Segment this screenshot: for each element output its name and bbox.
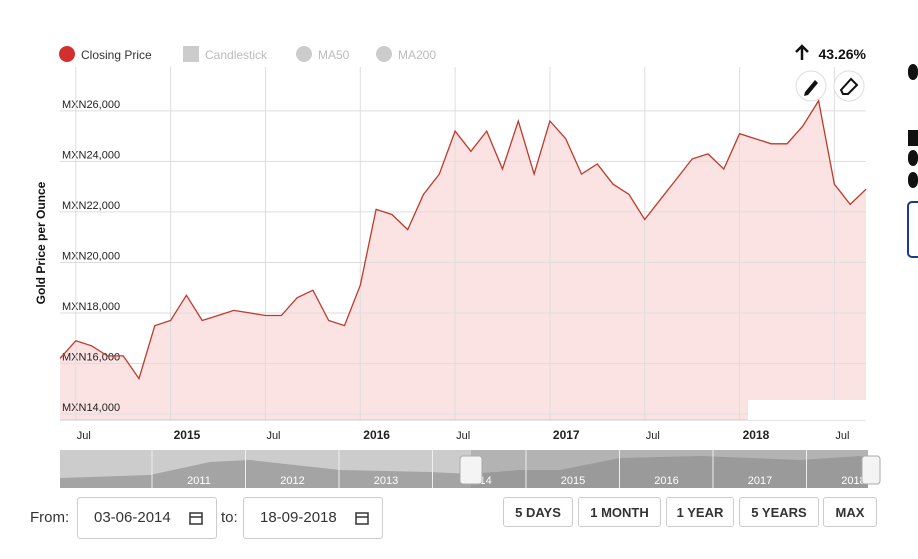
x-tick-label: 2015 (174, 428, 201, 442)
y-tick-label: MXN24,000 (62, 149, 120, 161)
range-button[interactable]: 5 DAYS (503, 497, 573, 527)
navigator-label: 2016 (654, 475, 678, 487)
y-tick-label: MXN16,000 (62, 351, 120, 363)
side-icon (908, 150, 918, 166)
range-button[interactable]: 1 MONTH (578, 497, 661, 527)
x-tick-label: Jul (266, 430, 280, 442)
y-tick-label: MXN26,000 (62, 99, 120, 111)
legend-entry[interactable]: Closing Price (81, 48, 152, 62)
y-axis-title: Gold Price per Ounce (34, 181, 48, 304)
legend-marker[interactable] (59, 46, 75, 62)
navigator-handle[interactable] (861, 455, 881, 485)
side-icon (908, 130, 918, 146)
calendar-icon (355, 512, 369, 525)
x-tick-label: 2018 (743, 428, 770, 442)
series-line (59, 99, 867, 381)
range-button[interactable]: MAX (823, 497, 877, 527)
to-label: to: (221, 509, 238, 526)
eraser-icon (839, 77, 859, 95)
x-tick-label: 2017 (553, 428, 580, 442)
navigator-label: 2018 (841, 475, 865, 487)
navigator-handle[interactable] (459, 455, 483, 485)
side-panel (907, 201, 918, 258)
range-button[interactable]: 1 YEAR (666, 497, 734, 527)
pencil-icon (804, 80, 818, 96)
x-tick-label: Jul (456, 430, 470, 442)
navigator-series (60, 456, 868, 488)
legend-marker[interactable] (376, 46, 392, 62)
x-tick-label: Jul (646, 430, 660, 442)
y-tick-label: MXN18,000 (62, 301, 120, 313)
y-tick-label: MXN22,000 (62, 200, 120, 212)
navigator-label: 2011 (187, 475, 211, 487)
y-tick-label: MXN14,000 (62, 402, 120, 414)
legend-entry[interactable]: Candlestick (205, 48, 268, 62)
navigator-label: 2013 (374, 475, 398, 487)
legend-entry[interactable]: MA50 (318, 48, 350, 62)
legend-entry[interactable]: MA200 (398, 48, 436, 62)
side-icon (908, 64, 918, 80)
navigator-label: 2012 (280, 475, 304, 487)
chart: Closing Price Candlestick MA50 MA200 43.… (34, 44, 918, 488)
area (60, 100, 866, 421)
from-label: From: (30, 509, 70, 526)
change-percent: 43.26% (819, 46, 867, 62)
x-tick-label: Jul (77, 430, 91, 442)
from-date: 03-06-2014 (94, 509, 171, 526)
plot-area: MXN14,000 MXN16,000 MXN18,000 MXN20,000 MXN2… (59, 67, 867, 442)
legend-marker[interactable] (183, 46, 199, 62)
mask (748, 400, 867, 420)
legend-marker[interactable] (296, 46, 312, 62)
x-tick-label: 2016 (363, 428, 390, 442)
navigator-label: 2015 (561, 475, 585, 487)
navigator-label: 2017 (748, 475, 772, 487)
side-icon (908, 172, 918, 188)
to-date-input[interactable]: 18-09-2018 (243, 497, 383, 539)
y-tick-label: MXN20,000 (62, 250, 120, 262)
up-arrow (795, 44, 809, 60)
to-date: 18-09-2018 (260, 509, 337, 526)
x-tick-label: Jul (835, 430, 849, 442)
range-button[interactable]: 5 YEARS (739, 497, 819, 527)
erase-button[interactable] (833, 70, 865, 102)
calendar-icon (189, 512, 203, 525)
from-date-input[interactable]: 03-06-2014 (77, 497, 217, 539)
